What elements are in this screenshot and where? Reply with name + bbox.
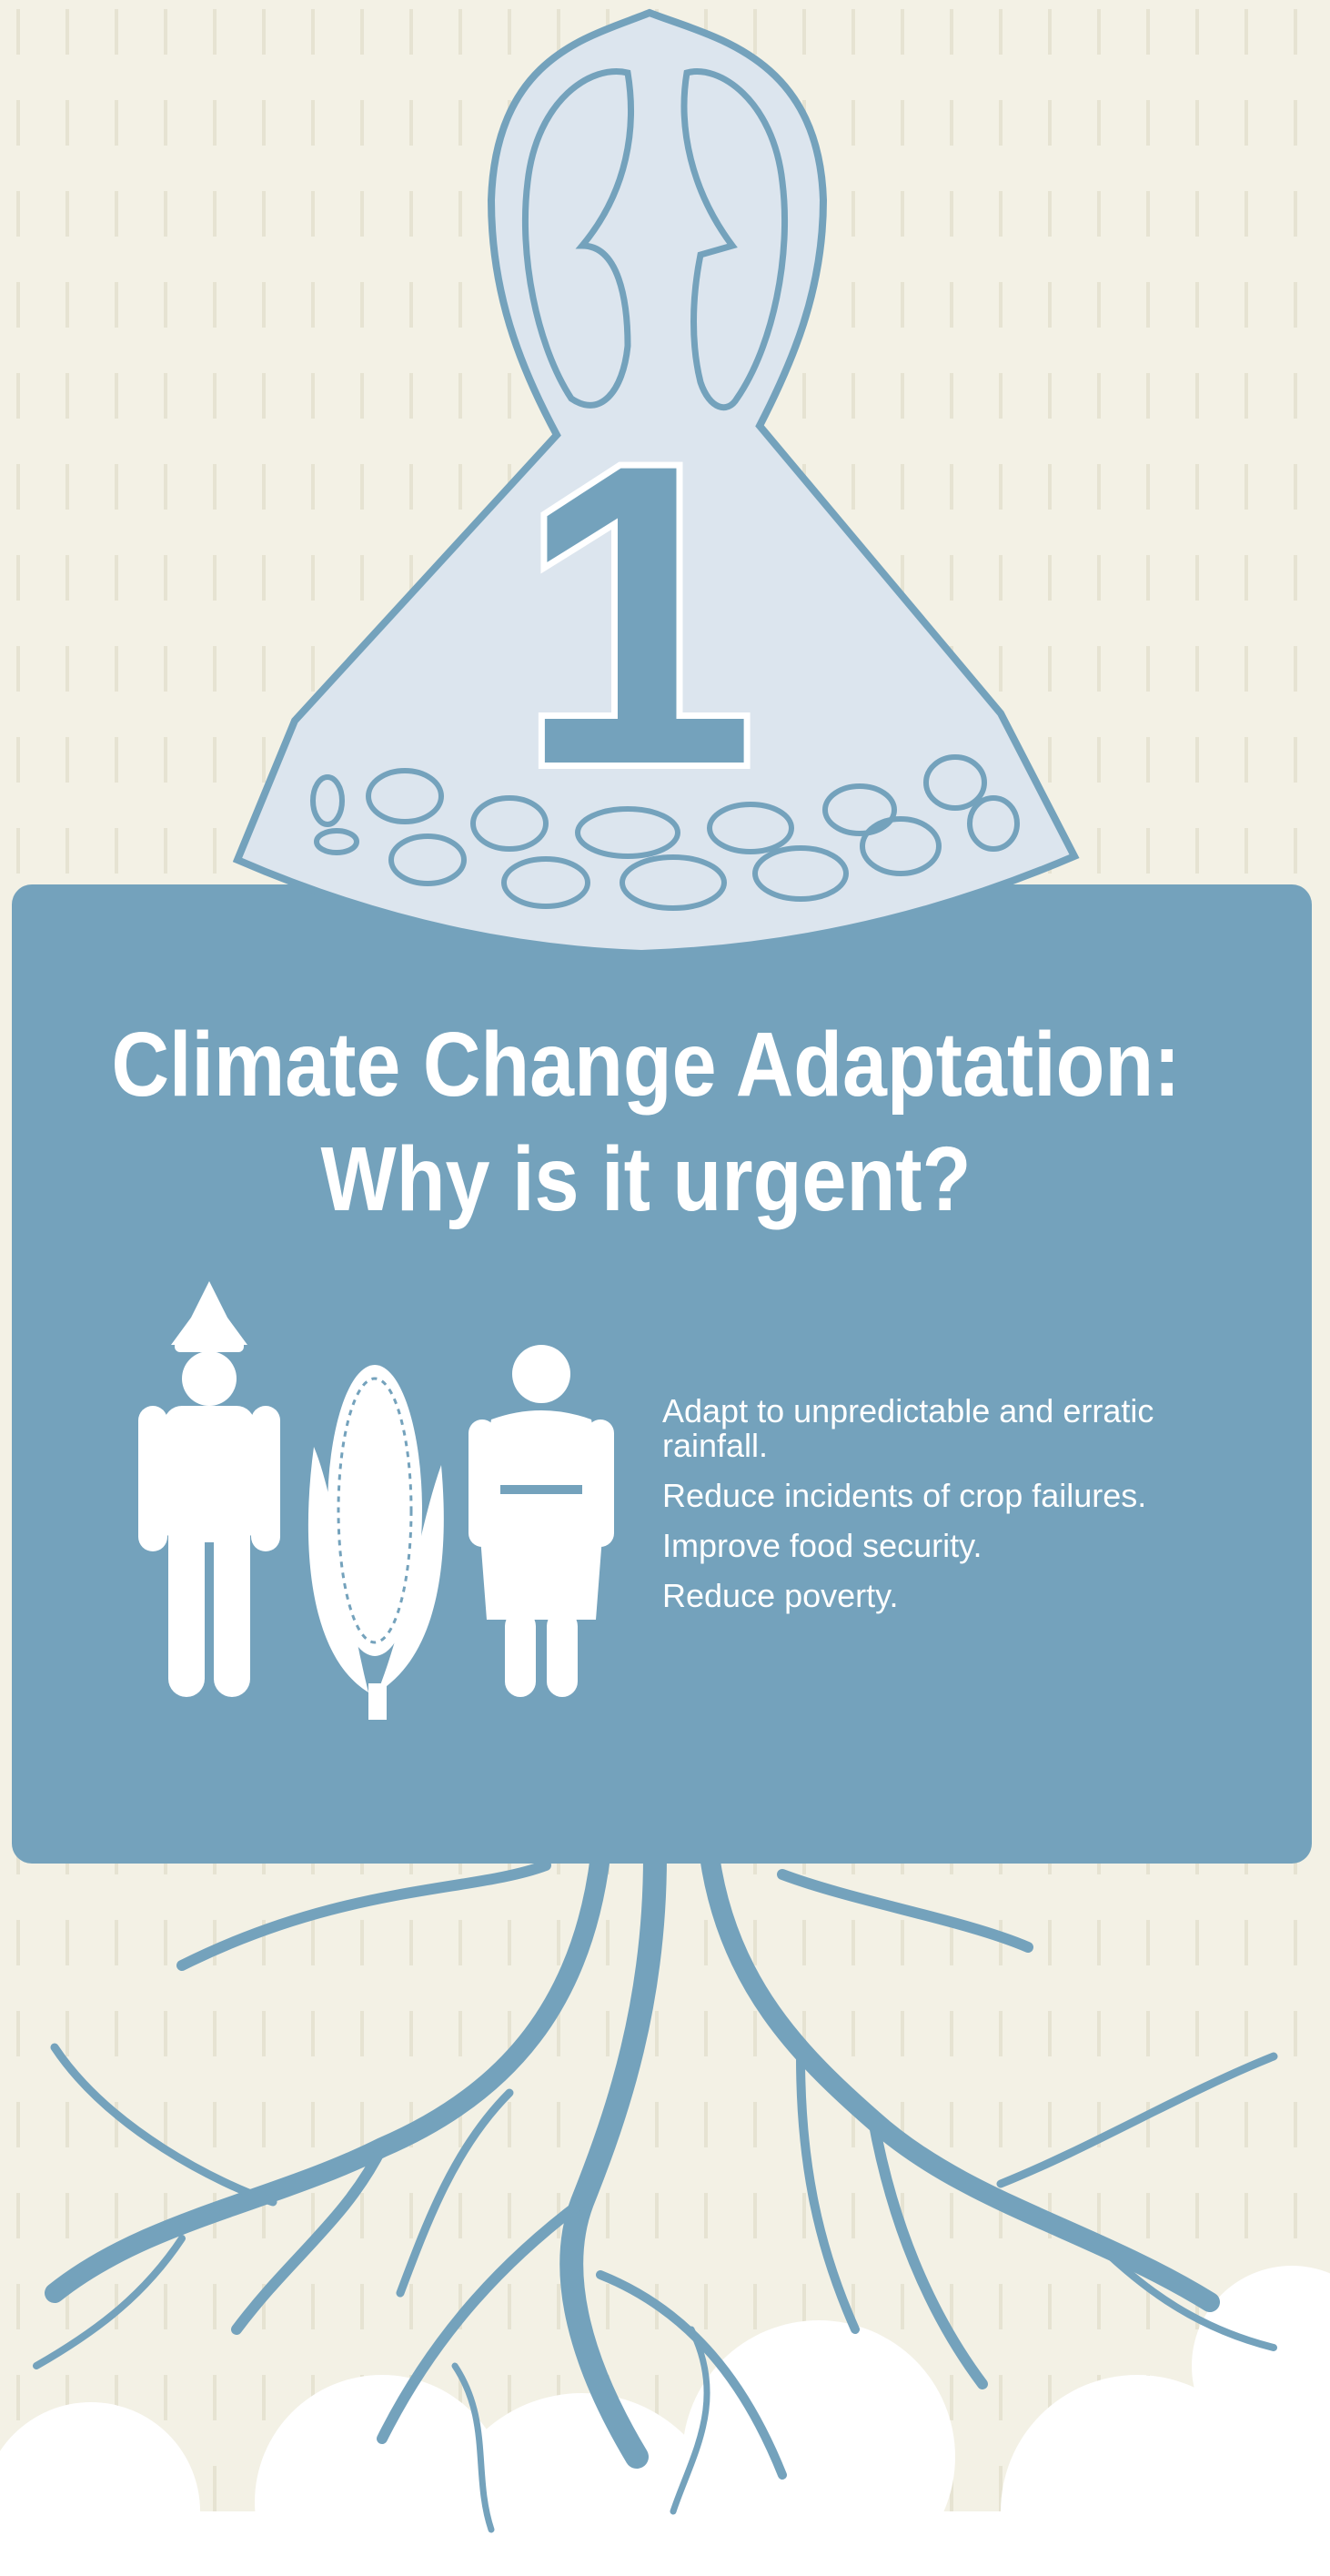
reason: Reduce incidents of crop failures. [662, 1479, 1254, 1513]
reason-list: Adapt to unpredictable and erratic rainf… [662, 1394, 1254, 1629]
artwork: 1 Climate Change Adaptation: Why is it u… [0, 0, 1330, 2576]
reason: Reduce poverty. [662, 1579, 1254, 1613]
title-line: Climate Change Adaptation: [112, 1014, 1181, 1116]
reason: Improve food security. [662, 1529, 1254, 1563]
infographic: 1 Climate Change Adaptation: Why is it u… [0, 0, 1330, 2576]
reason: Adapt to unpredictable and erratic rainf… [662, 1394, 1254, 1463]
title-line: Why is it urgent? [321, 1128, 972, 1230]
badge-number: 1 [518, 376, 755, 854]
